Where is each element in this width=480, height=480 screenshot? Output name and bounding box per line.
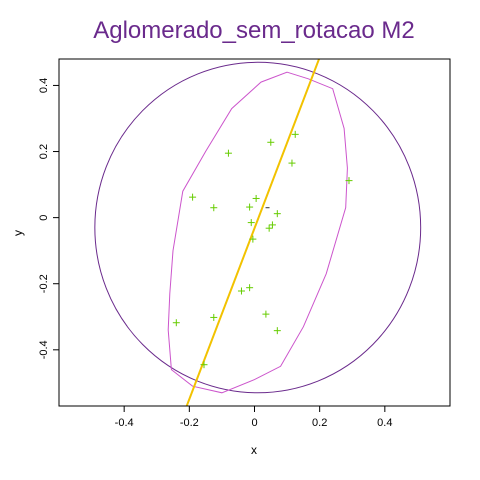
data-point — [189, 193, 197, 201]
data-point — [252, 194, 260, 202]
data-point — [249, 235, 257, 243]
reference-circle — [94, 61, 422, 394]
data-point — [200, 361, 208, 369]
data-point — [172, 319, 180, 327]
data-point — [210, 204, 218, 212]
y-tick-label: 0.4 — [38, 78, 50, 93]
chart-title: Aglomerado_sem_rotacao M2 — [93, 17, 415, 44]
data-point — [246, 203, 254, 211]
principal-axis-line — [185, 59, 321, 406]
x-tick-label: 0 — [251, 417, 257, 429]
y-tick-label: 0.2 — [38, 144, 50, 159]
y-tick-label: -0.2 — [38, 274, 50, 293]
data-point — [288, 159, 296, 167]
x-tick-label: 0.2 — [312, 417, 327, 429]
data-point — [268, 221, 276, 229]
data-point — [224, 149, 232, 157]
x-axis-ticks: -0.4 -0.2 0 0.2 0.4 — [115, 406, 392, 429]
y-tick-label: -0.4 — [38, 340, 50, 359]
plot-content — [94, 59, 422, 406]
y-axis-label: y — [11, 230, 25, 236]
data-point — [246, 284, 254, 292]
confidence-ellipse — [167, 71, 348, 394]
data-point — [210, 313, 218, 321]
x-tick-label: -0.4 — [115, 417, 134, 429]
x-axis-label: x — [251, 443, 257, 457]
plot-frame — [58, 58, 451, 407]
data-point — [247, 219, 255, 227]
data-point — [345, 177, 353, 185]
data-point — [273, 327, 281, 335]
data-point — [291, 130, 299, 138]
data-point — [267, 138, 275, 146]
data-point — [237, 287, 245, 295]
data-point — [265, 224, 273, 232]
data-point — [262, 310, 270, 318]
x-tick-label: 0.4 — [377, 417, 392, 429]
data-point — [273, 210, 281, 218]
y-tick-label: 0 — [38, 215, 50, 221]
y-axis-ticks: -0.4 -0.2 0 0.2 0.4 — [38, 78, 59, 359]
x-tick-label: -0.2 — [180, 417, 199, 429]
